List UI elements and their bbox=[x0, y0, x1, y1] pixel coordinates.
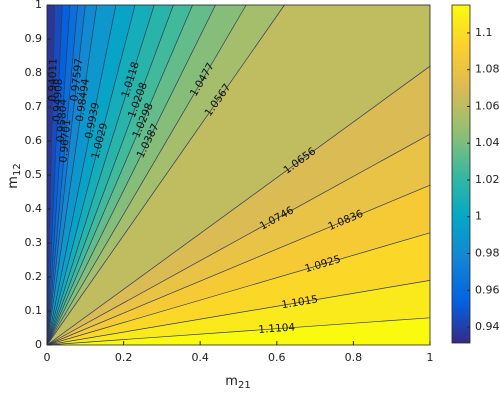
x-label-sub: 21 bbox=[238, 380, 251, 391]
y-tick-label: 0.8 bbox=[25, 66, 43, 79]
y-tick-label: 0 bbox=[35, 338, 42, 351]
colorbar-tick-label: 1.08 bbox=[475, 63, 500, 76]
contour-label: 0.97597 bbox=[68, 58, 85, 102]
contour-line bbox=[46, 4, 247, 346]
contour-line bbox=[46, 4, 78, 346]
contour-line bbox=[46, 4, 285, 346]
x-label-base: m bbox=[225, 374, 238, 389]
contour-line bbox=[46, 4, 216, 346]
y-tick-label: 0.2 bbox=[25, 270, 43, 283]
contour-line bbox=[46, 280, 431, 346]
contour-line bbox=[46, 4, 71, 346]
contour-line bbox=[46, 4, 117, 346]
colorbar bbox=[451, 4, 471, 344]
contour-line bbox=[46, 4, 63, 346]
contour-label: 1.1104 bbox=[258, 321, 296, 336]
contour-line bbox=[46, 4, 136, 346]
colorbar-tick-label: 0.96 bbox=[475, 283, 500, 296]
y-tick-label: 0.6 bbox=[25, 134, 43, 147]
y-tick-label: 0.1 bbox=[25, 304, 43, 317]
x-axis-label: m21 bbox=[225, 374, 250, 392]
y-tick-label: 0.7 bbox=[25, 100, 43, 113]
plot-area: 0.940110.949080.958040.967010.975970.984… bbox=[46, 4, 431, 346]
colorbar-tick-label: 1.1 bbox=[475, 26, 493, 39]
contour-line bbox=[46, 4, 155, 346]
colorbar-tick-label: 0.94 bbox=[475, 320, 500, 333]
contour-line bbox=[46, 317, 431, 346]
x-tick-label: 0.8 bbox=[345, 351, 363, 364]
y-label-sub: 12 bbox=[12, 163, 23, 176]
contour-line bbox=[46, 4, 193, 346]
y-axis-label: m12 bbox=[6, 163, 24, 188]
x-tick-label: 0.6 bbox=[268, 351, 286, 364]
contour-line bbox=[46, 184, 431, 346]
colorbar-tick-label: 0.98 bbox=[475, 246, 500, 259]
contour-line bbox=[46, 133, 431, 346]
contour-label: 0.94011 bbox=[46, 58, 59, 102]
contour-label: 0.96701 bbox=[57, 119, 73, 163]
x-tick-label: 0.2 bbox=[115, 351, 133, 364]
contour-line bbox=[46, 232, 431, 346]
y-tick-label: 1 bbox=[35, 0, 42, 11]
colorbar-tick-label: 1.02 bbox=[475, 173, 500, 186]
contour-label: 0.94908 bbox=[51, 78, 65, 122]
contour-line bbox=[46, 65, 431, 346]
y-label-base: m bbox=[6, 176, 21, 189]
contour-line bbox=[46, 4, 86, 346]
y-tick-label: 0.4 bbox=[25, 202, 43, 215]
colorbar-tick-label: 1.06 bbox=[475, 99, 500, 112]
y-tick-label: 0.9 bbox=[25, 32, 43, 45]
x-tick-label: 0.4 bbox=[191, 351, 209, 364]
x-tick-label: 0 bbox=[44, 351, 51, 364]
y-tick-label: 0.3 bbox=[25, 236, 43, 249]
contour-line bbox=[46, 4, 174, 346]
colorbar-tick-label: 1.04 bbox=[475, 136, 500, 149]
x-tick-label: 1 bbox=[427, 351, 434, 364]
colorbar-tick-label: 1 bbox=[475, 210, 482, 223]
contour-line bbox=[46, 4, 98, 346]
y-tick-label: 0.5 bbox=[25, 168, 43, 181]
